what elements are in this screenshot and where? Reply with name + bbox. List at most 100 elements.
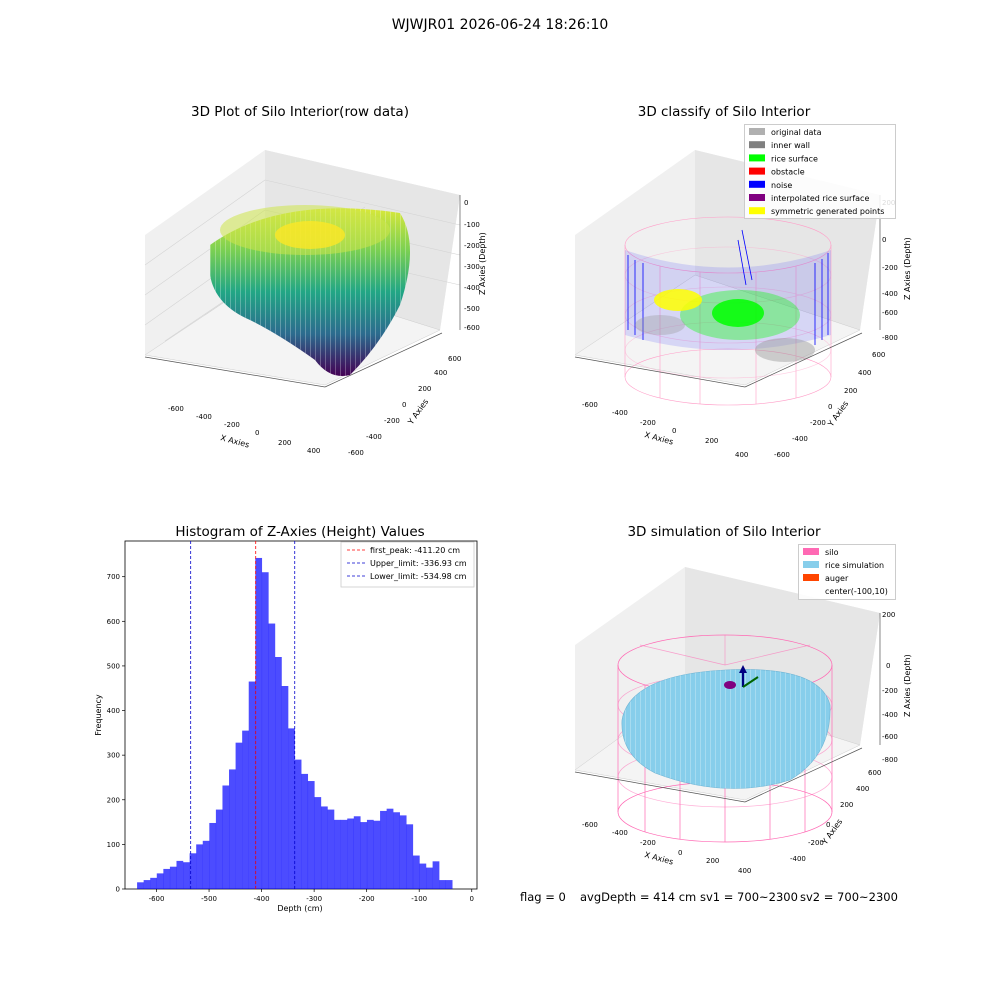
histogram-bar	[380, 810, 387, 889]
histogram-bar	[183, 862, 190, 889]
plot1-z-label: Z Axies (Depth)	[478, 232, 487, 295]
plot4-x-tick: -400	[612, 829, 628, 837]
histogram-y-tick-label: 600	[107, 618, 120, 626]
legend-label: symmetric generated points	[771, 207, 884, 216]
histogram-bar	[366, 819, 374, 889]
histogram-bar	[386, 808, 394, 889]
plot2-x-tick: -400	[612, 409, 628, 417]
histogram-legend-frame	[340, 541, 475, 588]
histogram-bar	[163, 868, 171, 889]
histogram-bar	[229, 769, 236, 889]
plot2-z-tick: 0	[882, 236, 886, 244]
plot2-z-label: Z Axies (Depth)	[903, 237, 912, 300]
plot1-x-label: X Axies	[219, 433, 250, 449]
histogram-bar	[320, 806, 328, 889]
status-flag: flag = 0	[520, 890, 566, 904]
histogram-bar	[307, 781, 315, 889]
histogram-bar	[373, 820, 381, 889]
histogram-bar	[334, 819, 341, 889]
plot4-x-tick: 400	[738, 867, 751, 875]
plot1-x-tick: 200	[278, 439, 291, 447]
legend-swatch	[749, 154, 765, 162]
status-sv1: sv1 = 700~2300	[700, 890, 798, 904]
plot4-center-marker	[724, 665, 759, 689]
histogram-bar	[137, 882, 144, 889]
histogram-y-tick-label: 500	[107, 662, 120, 670]
plot1-title: 3D Plot of Silo Interior(row data)	[191, 104, 409, 120]
histogram-bar	[432, 861, 440, 889]
plot4-z-tick: 200	[882, 611, 895, 619]
plot2-inner-wall-points	[635, 315, 685, 335]
plot2-rice-surface-core	[712, 299, 764, 327]
histogram-bar	[353, 816, 361, 889]
plot2-x-tick: -600	[582, 401, 598, 409]
status-sv2: sv2 = 700~2300	[800, 890, 898, 904]
legend-swatch	[749, 128, 765, 135]
plot2-symmetric-points	[654, 289, 702, 311]
plot4-y-tick: 200	[840, 801, 853, 809]
histogram-bar	[445, 880, 453, 889]
plot2-y-tick: -600	[774, 451, 790, 459]
histogram-bar	[150, 877, 157, 889]
histogram-x-tick-label: -200	[359, 895, 375, 903]
plot2-y-tick: 200	[844, 387, 857, 395]
plot1-y-tick: 0	[402, 401, 406, 409]
legend-swatch	[803, 574, 819, 581]
legend-label: rice surface	[771, 154, 818, 163]
histogram-bar	[399, 815, 407, 889]
histogram-x-ticks: -600 -500 -400 -300 -200 -100 0	[149, 889, 474, 903]
plot2-x-tick: 0	[672, 427, 676, 435]
plot4-y-tick: 600	[868, 769, 881, 777]
histogram-x-tick-label: -100	[411, 895, 427, 903]
histogram-bar	[301, 773, 309, 889]
histogram-y-tick-label: 400	[107, 707, 120, 715]
histogram-threshold-lines	[190, 541, 296, 889]
histogram-x-tick-label: 0	[470, 895, 474, 903]
histogram-bar	[209, 822, 217, 889]
plot2-y-tick: -400	[792, 435, 808, 443]
histogram-bar	[412, 855, 420, 889]
histogram-bar	[406, 824, 414, 889]
histogram-y-label: Frequency	[94, 694, 103, 736]
plot2-noise-points	[627, 229, 829, 345]
legend-label: auger	[825, 574, 849, 583]
plot2-y-tick: 600	[872, 351, 885, 359]
plot2-y-tick: 0	[828, 403, 832, 411]
plot4-axes	[574, 613, 881, 803]
histogram-x-tick-label: -300	[306, 895, 322, 903]
legend-label: rice simulation	[825, 561, 884, 570]
histogram-bar	[255, 557, 263, 889]
plot2-legend: original data inner wall rice surface obsta…	[744, 124, 896, 219]
plot4-ticks: -600 -400 -200 0 200 400 -400 -200 0 200…	[582, 611, 898, 875]
plot2-x-tick: 400	[735, 451, 748, 459]
legend-swatch	[749, 194, 765, 201]
plot2-y-tick: 400	[858, 369, 871, 377]
plot4-z-tick: -800	[882, 756, 898, 764]
plot1-y-tick: 200	[418, 385, 431, 393]
histogram-bar	[143, 880, 151, 889]
plot1-y-tick: -400	[366, 433, 382, 441]
plot1-x-tick: -600	[168, 405, 184, 413]
plot2-ticks: -600 -400 -200 0 200 400 -600 -400 -200 …	[582, 199, 898, 459]
plot1-y-tick: 600	[448, 355, 461, 363]
histogram-bar	[360, 822, 368, 889]
plot4-x-tick: -200	[640, 839, 656, 847]
plot2-z-tick: -800	[882, 334, 898, 342]
plot4-z-label: Z Axies (Depth)	[903, 654, 912, 717]
plot4-y-tick: -200	[808, 839, 824, 847]
legend-swatch	[749, 207, 765, 215]
legend-label: original data	[771, 128, 822, 137]
histogram-bar	[215, 809, 223, 889]
plot1-z-tick: -400	[464, 284, 480, 292]
plot4-z-tick: -400	[882, 711, 898, 719]
plot2-y-tick: -200	[810, 419, 826, 427]
histogram-bar	[248, 681, 256, 889]
histogram-bar	[419, 863, 427, 889]
histogram-y-tick-label: 300	[107, 752, 120, 760]
legend-label: obstacle	[771, 168, 805, 177]
histogram-bar	[274, 657, 282, 889]
plot2-title: 3D classify of Silo Interior	[637, 104, 811, 120]
plot1-ticks: -600 -400 -200 0 200 400 -600 -400 -200 …	[168, 199, 480, 457]
plot1-axes	[144, 195, 461, 388]
plot1-peak-points	[275, 221, 345, 249]
